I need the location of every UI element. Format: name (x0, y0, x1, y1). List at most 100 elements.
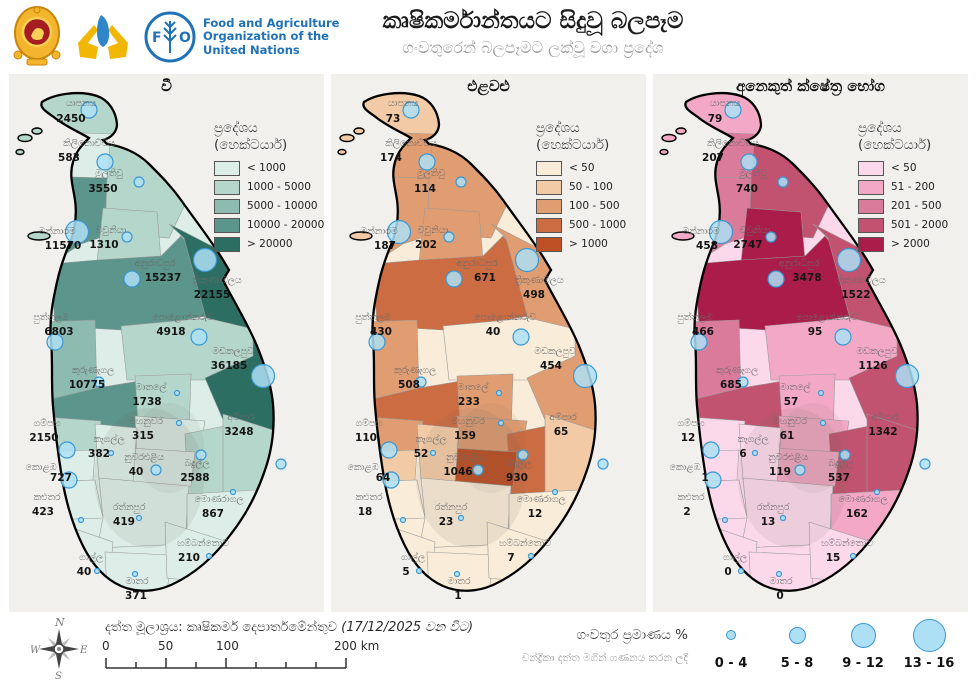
district-name-ratnapura: රත්නපුර (757, 502, 790, 513)
legend-title-line1: ප්‍රදේශය (214, 120, 258, 136)
district-name-mullaitivu: මුලතිවු (95, 168, 124, 179)
coastline-outline (40, 92, 275, 592)
small-island (675, 127, 687, 135)
legend-swatch-3 (536, 217, 562, 233)
legend-title-line2: (හෙක්ටයාර්) (536, 136, 610, 153)
district-flood-circle-batticaloa (894, 363, 920, 389)
district-value-trincomalee: 498 (523, 289, 545, 301)
page-footer: N E S W දත්ත මූලාශ්‍රය: කෘෂිකර්ම දෙපාර්ත… (0, 612, 976, 688)
small-island (17, 133, 33, 143)
district-value-badulla: 537 (828, 472, 850, 484)
flood-size-legend: ගංවතුර ප්‍රමාණය % චන්ද්‍රිකා දත්ත මගින් … (522, 618, 962, 671)
district-value-matara: 371 (125, 590, 147, 602)
legend-title-line1: ප්‍රදේශය (536, 120, 580, 136)
choropleth-map-paddy: යාපනය 2450 කිලිනොච්චිය 583 මුලතිවු 3550 මන්නාර… (15, 92, 287, 602)
district-name-matale: මාතලේ (780, 382, 811, 393)
district-flood-circle-ratnapura (779, 514, 787, 522)
district-name-polonnaruwa: පොළොන්නරුව (796, 312, 858, 323)
map-legend-vegetables: ප්‍රදේශය (හෙක්ටයාර්) < 50 50 - 100 100 - 500… (536, 120, 640, 256)
logo-strip: F O Food and Agriculture Organization of… (12, 4, 339, 70)
district-value-anuradhapura: 3478 (792, 272, 821, 284)
district-flood-circle-polonnaruwa (190, 328, 208, 346)
district-name-galle: ගාල්ල (723, 552, 747, 563)
district-flood-circle-kurunegala (415, 376, 427, 388)
district-value-ampara: 3248 (224, 426, 253, 438)
district-name-colombo: කොළඹ (26, 462, 57, 473)
district-name-matale: මාතලේ (458, 382, 489, 393)
district-flood-circle-kilinochchi (740, 153, 758, 171)
legend-title-line1: ප්‍රදේශය (858, 120, 902, 136)
district-value-kandy: 159 (454, 430, 476, 442)
district-value-matara: 1 (454, 590, 461, 602)
district-name-anuradhapura: අනුරාධපුර (135, 258, 176, 269)
map-legend-other-field-crops: ප්‍රදේශය (හෙක්ටයාර්) < 50 51 - 200 201 - 500… (858, 120, 962, 256)
district-value-batticaloa: 1126 (858, 360, 887, 372)
legend-swatch-1 (214, 179, 240, 195)
district-value-kalutara: 2 (683, 506, 690, 518)
district-flood-circle-nuwara_eliya (472, 464, 484, 476)
legend-row-1: 1000 - 5000 (214, 179, 318, 195)
compass-e-label: E (79, 645, 88, 656)
district-name-colombo: කොළඹ (348, 462, 379, 473)
district-value-nuwara_eliya: 1046 (443, 466, 472, 478)
district-value-monaragala: 867 (202, 508, 224, 520)
maps-row: වී යාපනය 2450 කිලිනොච්චිය 583 මුලතිවු 3550 මන්න… (0, 74, 976, 612)
district-value-hambantota: 7 (507, 552, 514, 564)
district-value-gampaha: 12 (681, 432, 696, 444)
page-title: කෘෂිකර්මාන්තයට සිදුවූ බලපෑම (382, 8, 684, 34)
district-flood-circle-colombo (382, 471, 400, 489)
district-flood-circle-puttalam (368, 333, 386, 351)
legend-row-0: < 50 (536, 160, 640, 176)
district-name-vavuniya: වවුනියා (418, 225, 449, 236)
district-flood-circle-ampara (275, 458, 287, 470)
district-flood-circle-badulla (195, 449, 207, 461)
district-flood-circle-nuwara_eliya (794, 464, 806, 476)
flood-size-label-0: 0 - 4 (714, 656, 748, 671)
legend-swatch-4 (536, 236, 562, 252)
district-value-nuwara_eliya: 40 (129, 466, 144, 478)
legend-row-2: 201 - 500 (858, 198, 962, 214)
small-island (661, 133, 677, 143)
district-name-batticaloa: මඩකලපුව (856, 346, 898, 357)
legend-swatch-0 (536, 160, 562, 176)
district-value-colombo: 727 (50, 472, 72, 484)
district-flood-circle-mullaitivu (455, 176, 467, 188)
district-value-monaragala: 162 (846, 508, 868, 520)
district-flood-circle-kandy (175, 419, 183, 427)
legend-label-1: 50 - 100 (569, 181, 613, 194)
district-flood-circle-matale (817, 389, 825, 397)
district-value-jaffna: 2450 (56, 113, 85, 125)
district-labels: යාපනය 73 කිලිනොච්චිය 174 මුලතිවු 114 මන්නාරම 18… (348, 98, 578, 602)
flood-size-label-3: 13 - 16 (903, 656, 955, 671)
district-flood-circle-gampaha (702, 441, 720, 459)
district-flood-circle-batticaloa (250, 363, 276, 389)
district-value-mannar: 458 (696, 240, 718, 252)
district-flood-circle-ampara (919, 458, 931, 470)
district-name-mannar: මන්නාරම (682, 226, 719, 237)
district-name-vavuniya: වවුනියා (96, 225, 127, 236)
district-flood-circle-mullaitivu (133, 176, 145, 188)
district-value-ampara: 1342 (868, 426, 897, 438)
district-value-ratnapura: 13 (761, 516, 776, 528)
fao-org-line: Organization of the (203, 29, 329, 44)
district-name-gampaha: ගම්පහ (356, 418, 383, 429)
district-flood-circle-badulla (517, 449, 529, 461)
district-flood-circle-vavuniya (765, 231, 777, 243)
district-flood-circle-polonnaruwa (834, 328, 852, 346)
district-value-kandy: 315 (132, 430, 154, 442)
legend-label-0: < 50 (569, 162, 595, 175)
district-name-kurunegala: කුරුණෑගල (394, 365, 436, 376)
legend-row-0: < 1000 (214, 160, 318, 176)
district-name-gampaha: ගම්පහ (34, 418, 61, 429)
source-name: කෘෂිකර්ම දෙපාර්තමේන්තුව (186, 620, 338, 635)
district-name-vavuniya: වවුනියා (740, 225, 771, 236)
source-block: දත්ත මූලාශ්‍රය: කෘෂිකර්ම දෙපාර්තමේන්තුව … (102, 620, 473, 675)
district-name-kalutara: කළුතර (33, 492, 60, 503)
legend-row-4: > 2000 (858, 236, 962, 252)
district-value-galle: 5 (402, 566, 409, 578)
district-flood-circle-monaragala (551, 488, 559, 496)
district-name-badulla: බදුල්ල (507, 458, 532, 469)
district-name-polonnaruwa: පොළොන්නරුව (152, 312, 214, 323)
district-flood-circle-ampara (597, 458, 609, 470)
legend-row-1: 50 - 100 (536, 179, 640, 195)
